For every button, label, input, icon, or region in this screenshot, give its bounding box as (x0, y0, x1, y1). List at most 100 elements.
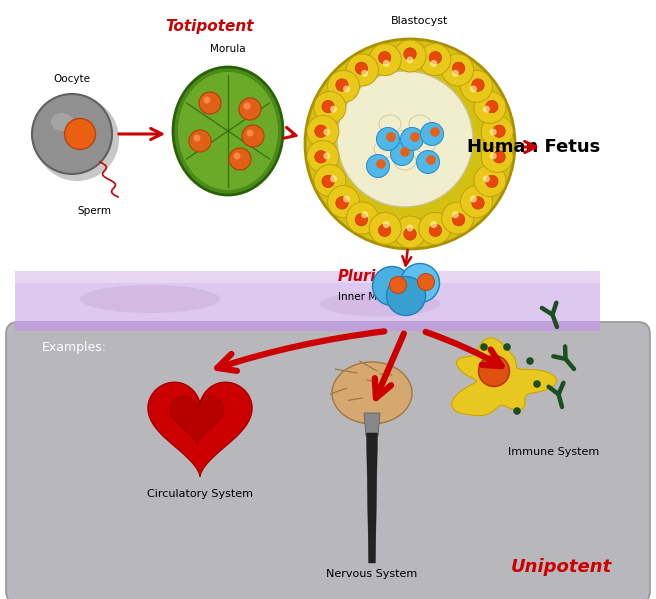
Circle shape (426, 155, 436, 165)
Circle shape (485, 175, 498, 187)
Circle shape (377, 128, 400, 150)
Circle shape (483, 176, 490, 182)
Circle shape (474, 92, 506, 123)
Circle shape (369, 44, 401, 75)
Circle shape (401, 264, 440, 302)
Circle shape (229, 148, 251, 170)
Ellipse shape (332, 362, 412, 424)
Circle shape (429, 52, 441, 64)
Ellipse shape (173, 67, 283, 195)
Circle shape (373, 267, 411, 305)
Text: Inner Mass Cells: Inner Mass Cells (338, 292, 423, 302)
Text: Unipotent: Unipotent (511, 558, 612, 576)
Circle shape (513, 407, 521, 415)
Circle shape (323, 129, 331, 135)
Circle shape (367, 155, 390, 177)
Circle shape (314, 165, 346, 196)
Circle shape (430, 127, 440, 137)
Circle shape (478, 355, 510, 386)
Circle shape (194, 135, 201, 141)
Text: Immune System: Immune System (508, 447, 600, 457)
Circle shape (379, 224, 391, 237)
Circle shape (189, 130, 211, 152)
Circle shape (441, 202, 474, 234)
Circle shape (307, 116, 339, 147)
Circle shape (481, 141, 513, 173)
Circle shape (503, 343, 511, 351)
Ellipse shape (80, 285, 220, 313)
Circle shape (400, 147, 410, 157)
Circle shape (346, 202, 379, 234)
Circle shape (330, 105, 337, 113)
Polygon shape (15, 321, 600, 331)
Text: Circulatory System: Circulatory System (147, 489, 253, 499)
Circle shape (343, 195, 350, 202)
Circle shape (461, 70, 493, 102)
Text: Totipotent: Totipotent (166, 20, 255, 35)
Circle shape (314, 92, 346, 123)
Ellipse shape (51, 113, 73, 131)
Circle shape (526, 357, 534, 365)
Circle shape (386, 277, 426, 316)
Polygon shape (170, 396, 224, 444)
Polygon shape (15, 271, 600, 326)
Circle shape (470, 86, 477, 92)
Text: Human Fetus: Human Fetus (467, 138, 600, 156)
Circle shape (430, 221, 437, 228)
Circle shape (404, 228, 416, 240)
Circle shape (361, 211, 368, 218)
Polygon shape (15, 271, 600, 283)
Circle shape (369, 213, 401, 244)
Circle shape (234, 153, 241, 159)
Circle shape (307, 141, 339, 173)
Circle shape (407, 56, 413, 63)
Circle shape (461, 186, 493, 217)
Polygon shape (452, 338, 557, 416)
Circle shape (323, 153, 331, 159)
Circle shape (401, 128, 424, 150)
Circle shape (346, 54, 379, 86)
Circle shape (35, 97, 119, 181)
Circle shape (336, 196, 348, 209)
Circle shape (199, 92, 221, 114)
Circle shape (239, 98, 261, 120)
Circle shape (327, 186, 359, 217)
Text: Oocyte: Oocyte (54, 74, 91, 84)
Circle shape (383, 60, 390, 67)
Ellipse shape (320, 292, 440, 316)
Circle shape (417, 150, 440, 174)
Circle shape (489, 153, 497, 159)
Circle shape (493, 150, 505, 163)
Polygon shape (367, 433, 377, 563)
Circle shape (322, 101, 335, 113)
Text: Sperm: Sperm (77, 206, 111, 216)
Circle shape (394, 40, 426, 72)
Circle shape (242, 125, 264, 147)
Text: Nervous System: Nervous System (327, 569, 418, 579)
Text: Examples:: Examples: (42, 340, 107, 353)
Circle shape (429, 224, 441, 237)
Circle shape (386, 132, 396, 142)
FancyBboxPatch shape (6, 322, 650, 599)
Text: Blastocyst: Blastocyst (392, 16, 449, 26)
Polygon shape (364, 413, 380, 436)
Circle shape (390, 143, 413, 165)
Ellipse shape (178, 72, 278, 190)
Circle shape (315, 150, 327, 163)
Circle shape (481, 116, 513, 147)
Circle shape (355, 62, 367, 74)
Circle shape (410, 132, 420, 142)
Circle shape (485, 101, 498, 113)
Circle shape (417, 274, 434, 291)
Circle shape (383, 221, 390, 228)
Circle shape (330, 176, 337, 182)
Circle shape (452, 70, 459, 77)
Circle shape (315, 125, 327, 137)
Circle shape (203, 96, 211, 104)
Circle shape (64, 119, 96, 150)
Circle shape (394, 216, 426, 248)
Circle shape (419, 213, 451, 244)
Circle shape (322, 175, 335, 187)
Circle shape (470, 195, 477, 202)
Circle shape (441, 54, 474, 86)
